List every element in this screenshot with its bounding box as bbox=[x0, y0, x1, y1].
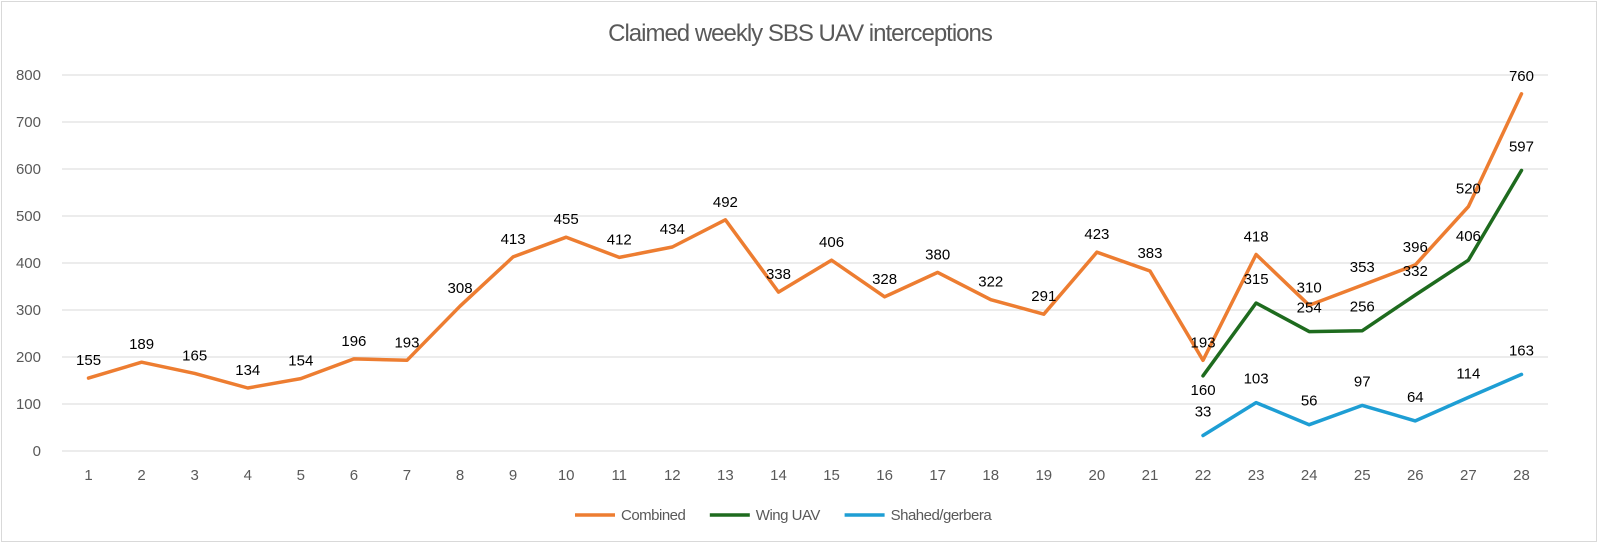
gridlines bbox=[62, 74, 1548, 405]
data-label: 193 bbox=[1191, 334, 1216, 351]
x-tick-label: 19 bbox=[1035, 467, 1052, 484]
x-tick-label: 10 bbox=[558, 467, 575, 484]
data-label: 328 bbox=[872, 271, 897, 288]
x-tick-label: 16 bbox=[876, 467, 893, 484]
x-tick-label: 18 bbox=[982, 467, 999, 484]
x-tick-label: 15 bbox=[823, 467, 840, 484]
data-label: 165 bbox=[182, 347, 207, 364]
data-label: 315 bbox=[1244, 271, 1269, 288]
y-tick-label: 0 bbox=[33, 443, 41, 460]
x-tick-label: 5 bbox=[297, 467, 305, 484]
chart-title: Claimed weekly SBS UAV interceptions bbox=[608, 20, 993, 47]
data-label: 97 bbox=[1354, 373, 1371, 390]
x-tick-label: 6 bbox=[350, 467, 358, 484]
data-label: 310 bbox=[1297, 279, 1322, 296]
data-label: 434 bbox=[660, 221, 685, 238]
data-label: 193 bbox=[394, 334, 419, 351]
data-label: 322 bbox=[978, 274, 1003, 291]
data-label: 760 bbox=[1509, 68, 1534, 85]
data-label: 423 bbox=[1084, 226, 1109, 243]
data-label: 353 bbox=[1350, 259, 1375, 276]
series-lines bbox=[86, 92, 1524, 438]
data-label: 254 bbox=[1297, 300, 1322, 317]
y-tick-label: 700 bbox=[16, 114, 41, 131]
data-label: 412 bbox=[607, 231, 632, 248]
x-tick-label: 26 bbox=[1407, 467, 1424, 484]
x-tick-label: 2 bbox=[137, 467, 145, 484]
x-tick-label: 17 bbox=[929, 467, 946, 484]
data-label: 33 bbox=[1195, 403, 1212, 420]
series-line-combined bbox=[86, 92, 1524, 390]
data-label: 455 bbox=[554, 211, 579, 228]
x-tick-label: 22 bbox=[1195, 467, 1212, 484]
data-label: 163 bbox=[1509, 342, 1534, 359]
data-label: 380 bbox=[925, 246, 950, 263]
data-label: 154 bbox=[288, 353, 313, 370]
legend-entry: Combined bbox=[621, 507, 686, 524]
y-tick-label: 500 bbox=[16, 208, 41, 225]
x-tick-label: 28 bbox=[1513, 467, 1530, 484]
x-tick-label: 3 bbox=[191, 467, 199, 484]
data-label: 114 bbox=[1456, 365, 1480, 382]
series-line-wing-uav bbox=[1201, 168, 1524, 378]
x-tick-label: 20 bbox=[1089, 467, 1106, 484]
x-tick-label: 27 bbox=[1460, 467, 1477, 484]
series-line-shahed-gerbera bbox=[1201, 372, 1524, 438]
data-label: 196 bbox=[341, 333, 366, 350]
data-label: 597 bbox=[1509, 138, 1534, 155]
x-tick-label: 7 bbox=[403, 467, 411, 484]
x-tick-label: 4 bbox=[244, 467, 252, 484]
data-label: 413 bbox=[501, 231, 526, 248]
data-label: 383 bbox=[1137, 245, 1162, 262]
data-label: 134 bbox=[235, 362, 260, 379]
data-label: 160 bbox=[1191, 382, 1216, 399]
data-label: 56 bbox=[1301, 393, 1318, 410]
data-label: 520 bbox=[1456, 181, 1481, 198]
y-tick-label: 400 bbox=[16, 255, 41, 272]
data-label: 396 bbox=[1403, 239, 1428, 256]
y-tick-label: 300 bbox=[16, 302, 41, 319]
data-label: 332 bbox=[1403, 263, 1428, 280]
data-label: 103 bbox=[1244, 371, 1269, 388]
x-tick-label: 9 bbox=[509, 467, 517, 484]
x-tick-label: 1 bbox=[84, 467, 92, 484]
legend-entry: Wing UAV bbox=[756, 507, 821, 524]
legend: Combined Wing UAV Shahed/gerbera bbox=[575, 507, 993, 524]
data-label: 406 bbox=[1456, 228, 1481, 245]
data-label: 256 bbox=[1350, 299, 1375, 316]
y-tick-label: 200 bbox=[16, 349, 41, 366]
data-label: 64 bbox=[1407, 389, 1424, 406]
y-tick-label: 600 bbox=[16, 161, 41, 178]
data-label: 492 bbox=[713, 194, 738, 211]
data-label: 291 bbox=[1031, 288, 1056, 305]
data-label: 418 bbox=[1244, 229, 1269, 246]
data-label: 155 bbox=[76, 352, 101, 369]
x-tick-label: 14 bbox=[770, 467, 787, 484]
x-tick-label: 21 bbox=[1142, 467, 1159, 484]
y-tick-label: 800 bbox=[16, 67, 41, 84]
y-tick-label: 100 bbox=[16, 396, 41, 413]
x-tick-label: 11 bbox=[611, 467, 627, 484]
data-label: 338 bbox=[766, 266, 791, 283]
x-tick-label: 12 bbox=[664, 467, 681, 484]
x-tick-label: 8 bbox=[456, 467, 464, 484]
legend-entry: Shahed/gerbera bbox=[891, 507, 993, 524]
x-tick-label: 25 bbox=[1354, 467, 1371, 484]
data-labels: 155 189 165 134 154 196 193 308 413 455 412 434 492 3… bbox=[76, 68, 1534, 421]
data-label: 308 bbox=[448, 280, 473, 297]
data-label: 406 bbox=[819, 234, 844, 251]
x-tick-label: 24 bbox=[1301, 467, 1318, 484]
x-tick-label: 13 bbox=[717, 467, 734, 484]
x-tick-label: 23 bbox=[1248, 467, 1265, 484]
data-label: 189 bbox=[129, 336, 154, 353]
